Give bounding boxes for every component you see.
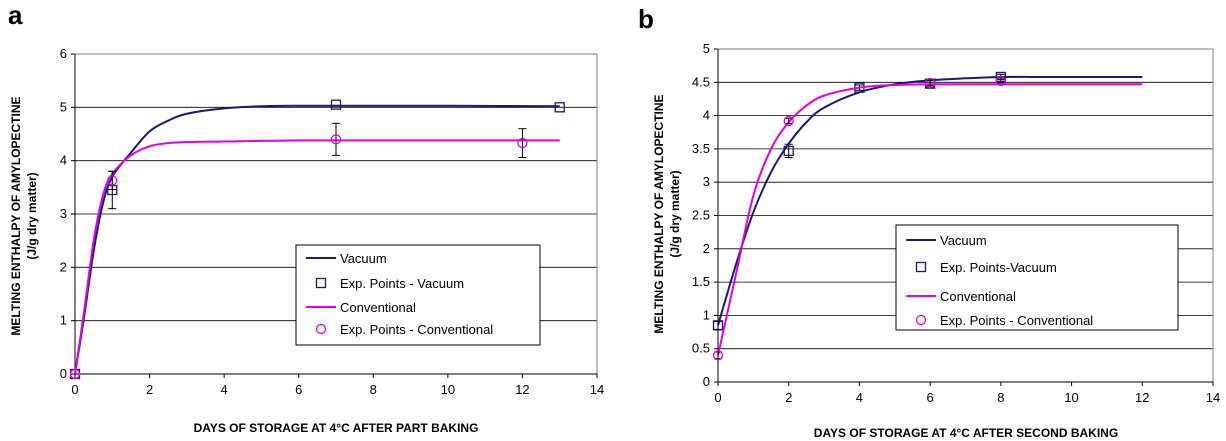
- x-tick-label-a-0: 0: [71, 382, 78, 397]
- y-tick-label-b-1: 0.5: [692, 341, 710, 356]
- x-tick-label-b-3: 6: [927, 390, 934, 405]
- series-line-a-0: [74, 104, 560, 375]
- x-tick-label-b-5: 10: [1064, 390, 1078, 405]
- y-tick-label-a-2: 2: [60, 259, 67, 274]
- series-line-a-2: [74, 139, 560, 375]
- y-axis-title-b-line2: (J/g dry matter): [668, 170, 682, 257]
- data-point-b-3-3: [995, 75, 1007, 87]
- data-point-a-3-2: [330, 134, 342, 145]
- legend-label-b-3: Exp. Points - Conventional: [940, 313, 1093, 328]
- x-axis-title-b: DAYS OF STORAGE AT 4°C AFTER SECOND BAKI…: [814, 426, 1118, 440]
- x-axis-title-a: DAYS OF STORAGE AT 4°C AFTER PART BAKING: [194, 421, 479, 435]
- y-tick-label-b-0: 0: [703, 374, 710, 389]
- x-tick-label-a-5: 10: [441, 382, 455, 397]
- x-tick-label-b-4: 8: [997, 390, 1004, 405]
- y-tick-label-a-4: 4: [60, 153, 67, 168]
- y-tick-label-b-4: 2: [703, 241, 710, 256]
- y-tick-label-a-3: 3: [60, 206, 67, 221]
- x-tick-label-b-7: 14: [1206, 390, 1220, 405]
- x-tick-label-a-2: 4: [221, 382, 228, 397]
- y-tick-label-b-8: 4: [703, 108, 710, 123]
- legend-box-a: [295, 244, 541, 346]
- panel-b: b 0 0.5 1 1.5 2 2.5 3 3.5 4 4.5 5 0 2 4 6 8 10 12 14 Vacuum…: [638, 4, 1220, 440]
- y-tick-label-b-6: 3: [703, 174, 710, 189]
- x-tick-label-a-6: 12: [515, 382, 529, 397]
- y-tick-label-b-7: 3.5: [692, 141, 710, 156]
- data-point-a-3-1: [107, 175, 118, 186]
- y-tick-label-b-9: 4.5: [692, 74, 710, 89]
- legend-label-a-2: Conventional: [340, 300, 416, 315]
- y-tick-label-b-2: 1: [703, 307, 710, 322]
- y-tick-label-a-0: 0: [60, 366, 67, 381]
- panel-letter-a: a: [8, 0, 23, 30]
- legend-swatch-b-3: [915, 314, 927, 326]
- data-point-b-1-1: [783, 145, 794, 157]
- legend-swatch-b-1: [915, 261, 927, 273]
- plot-area-b: 0 0.5 1 1.5 2 2.5 3 3.5 4 4.5 5 0 2 4 6 8 10 12 14 Vacuum Ex…: [692, 41, 1220, 405]
- panel-letter-b: b: [638, 4, 654, 34]
- x-tick-label-b-2: 4: [856, 390, 863, 405]
- data-point-b-1-0: [712, 320, 724, 331]
- x-tick-label-a-3: 6: [295, 382, 302, 397]
- y-tick-label-a-6: 6: [60, 46, 67, 61]
- x-tick-label-b-0: 0: [714, 390, 721, 405]
- y-tick-label-a-1: 1: [60, 313, 67, 328]
- legend-swatch-a-3: [315, 323, 327, 335]
- data-point-b-3-2: [924, 77, 936, 89]
- legend-b: Vacuum Exp. Points-Vacuum Conventional Exp.…: [895, 224, 1179, 331]
- y-axis-title-a-line2: (J/g dry matter): [25, 172, 39, 259]
- legend-label-b-1: Exp. Points-Vacuum: [940, 260, 1057, 275]
- y-tick-label-b-3: 1.5: [692, 274, 710, 289]
- data-point-a-1-3: [554, 102, 565, 113]
- data-point-a-3-3: [517, 137, 528, 149]
- x-tick-label-b-1: 2: [785, 390, 792, 405]
- legend-label-a-3: Exp. Points - Conventional: [340, 322, 493, 337]
- data-point-b-3-1: [783, 115, 794, 127]
- legend-label-a-1: Exp. Points - Vacuum: [340, 276, 464, 291]
- x-tick-label-a-1: 2: [146, 382, 153, 397]
- legend-label-b-2: Conventional: [940, 289, 1016, 304]
- series-line-b-2: [717, 83, 1143, 356]
- data-point-a-3-0: [69, 368, 81, 380]
- legend-box-b: [895, 224, 1179, 331]
- legend-a: Vacuum Exp. Points - Vacuum Conventional Ex…: [295, 244, 541, 346]
- legend-label-a-0: Vacuum: [340, 251, 387, 266]
- y-tick-label-b-10: 5: [703, 41, 710, 56]
- y-tick-label-a-5: 5: [60, 99, 67, 114]
- y-axis-title-b-line1: MELTING ENTHALPY OF AMYLOPECTINE: [652, 94, 666, 333]
- data-point-b-3-0: [712, 350, 724, 361]
- x-tick-label-b-6: 12: [1135, 390, 1149, 405]
- x-tick-label-a-7: 14: [590, 382, 604, 397]
- legend-label-b-0: Vacuum: [940, 233, 987, 248]
- y-tick-label-b-5: 2.5: [692, 208, 710, 223]
- y-axis-title-a-line1: MELTING ENTHALPY OF AMYLOPECTINE: [9, 96, 23, 335]
- legend-swatch-a-1: [315, 277, 327, 289]
- x-tick-label-a-4: 8: [370, 382, 377, 397]
- data-point-a-1-2: [330, 99, 342, 110]
